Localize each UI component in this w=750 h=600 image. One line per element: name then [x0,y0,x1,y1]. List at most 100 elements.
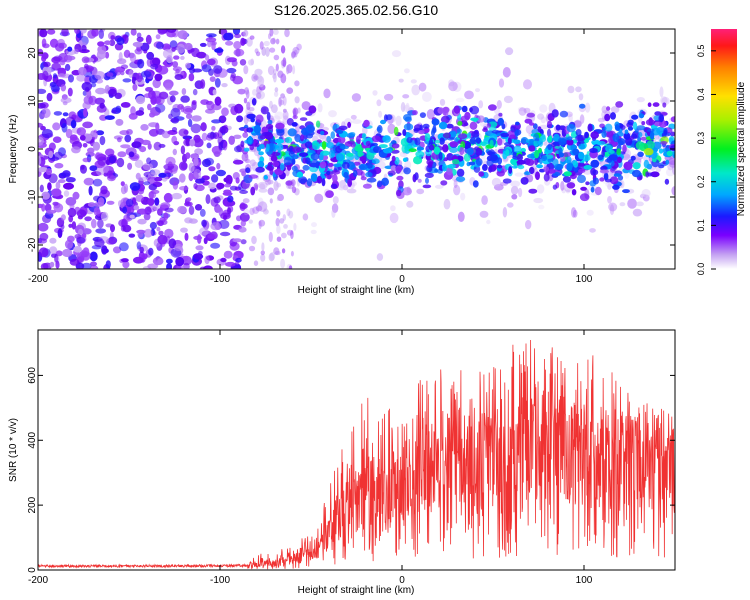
spectrogram-blob [401,144,408,154]
spectrogram-blob [453,184,461,196]
spectrogram-blob [505,47,514,56]
spectrogram-blob [157,65,169,75]
spectrogram-blob [93,202,105,207]
spectrogram-blob [223,32,234,41]
spectrogram-blob [571,189,577,196]
spectrogram-blob [658,164,665,169]
spectrogram-blob [280,45,286,54]
spectrogram-blob [246,127,254,133]
spectrogram-blob [432,124,437,133]
spectrogram-blob [283,224,288,229]
spectrogram-blob [235,177,240,184]
spectrogram-blob [243,147,250,152]
spectrogram-blob [120,202,125,209]
spectrogram-blob [81,262,92,269]
spectrogram-blob [446,167,453,176]
spectrogram-blob [359,156,367,162]
spectrogram-blob [620,125,626,130]
spectrogram-blob [290,250,294,257]
spectrogram-blob [293,222,297,231]
spectrogram-blob [104,40,112,45]
spectrogram-blob [670,116,675,123]
spectrogram-blob [510,180,521,187]
spectrogram-blob [605,144,613,153]
spectrogram-blob [207,233,218,239]
spectrogram-blob [178,128,189,137]
spectrogram-blob [94,238,105,248]
spectrogram-blob [351,119,362,124]
spectrogram-blob [204,157,215,166]
spectrogram-blob [216,162,221,170]
spectrogram-blob [89,265,99,269]
spectrogram-blob [276,209,281,217]
spectrogram-blob [475,147,483,156]
spectrogram-blob [574,119,582,128]
spectrogram-blob [285,180,293,186]
spectrogram-blob [319,161,327,169]
spectrogram-blob [558,125,566,131]
spectrogram-blob [180,55,185,60]
spectrogram-blob [583,165,593,170]
spectrogram-blob [158,230,164,236]
spectrogram-blob [627,198,637,209]
spectrogram-blob [245,158,251,164]
spectrogram-blob [64,63,71,72]
spectrogram-blob [65,177,76,183]
spectrogram-blob [469,121,478,130]
spectrogram-blob [282,96,287,106]
colorbar-tick-label: 0.1 [696,219,706,232]
spectrogram-blob [265,46,270,57]
spectrogram-blob [355,135,361,144]
spectrogram-blob [311,222,317,228]
spectrogram-blob [199,208,206,217]
spectrogram-blob [269,47,276,53]
spectrogram-blob [201,64,212,73]
spectrogram-blob [38,136,44,146]
spectrogram-blob [48,150,54,159]
spectrogram-blob [321,178,326,187]
spectrogram-blob [260,250,265,256]
spectrogram-blob [97,156,107,166]
spectrogram-blob [206,142,212,149]
spectrogram-blob [249,159,256,167]
spectrogram-blob [381,177,389,186]
spectrogram-blob [209,76,216,82]
spectrogram-blob [257,197,264,208]
spectrogram-blob [82,250,88,255]
spectrogram-blob [647,102,652,107]
y-tick-label: 10 [27,95,38,107]
spectrogram-blob [330,131,336,140]
spectrogram-blob [600,165,608,171]
spectrogram-blob [638,113,645,119]
spectrogram-blob [302,164,310,171]
spectrogram-blob [130,106,136,116]
spectrogram-blob [579,193,590,202]
spectrogram-blob [41,203,46,212]
spectrogram-blob [603,172,609,181]
spectrogram-blob [434,139,441,144]
spectrogram-blob [87,202,96,208]
spectrogram-blob [55,181,61,190]
spectrogram-blob [562,176,572,183]
spectrogram-blob [376,99,382,107]
spectrogram-blob [46,29,56,35]
spectrogram-blob [164,82,173,91]
spectrogram-blob [416,146,425,151]
y-tick-label: 600 [27,367,38,384]
spectrogram-blob [188,162,195,173]
spectrogram-blob [233,41,242,50]
spectrogram-blob [135,172,141,180]
spectrogram-blob [195,245,204,251]
spectrogram-blob [404,160,412,170]
spectrogram-blob [433,146,441,155]
spectrogram-blob [131,141,142,149]
spectrogram-blob [448,81,458,92]
spectrogram-blob [169,95,176,103]
x-tick-label: -100 [210,274,230,285]
spectrogram-blob [133,205,140,211]
spectrogram-blob [387,123,396,134]
spectrogram-blob [61,248,73,258]
spectrogram-blob [199,42,207,47]
spectrogram-blob [199,227,209,236]
spectrogram-blob [578,93,584,101]
